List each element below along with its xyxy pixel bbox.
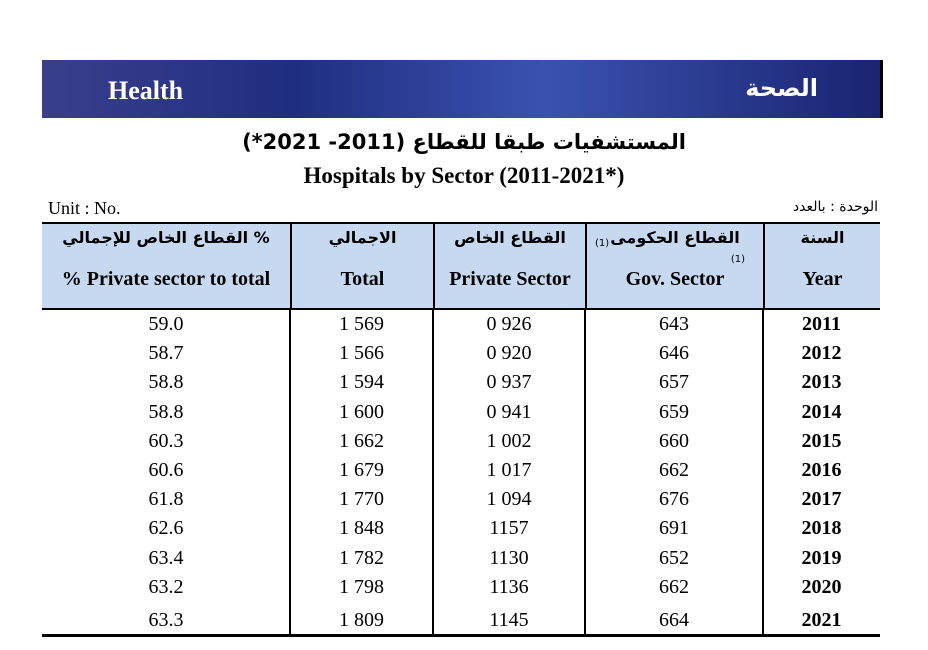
table-cell: 2014	[801, 400, 842, 423]
table-cell: 1 569	[339, 313, 384, 335]
table-cell: 2018	[801, 517, 842, 540]
table-cell: 2015	[801, 429, 842, 452]
table-cell: 2013	[801, 371, 842, 394]
table-cell: 58.8	[148, 400, 184, 423]
table-cell: 1 566	[339, 342, 384, 365]
section-title-ar: الصحة	[745, 74, 818, 102]
column-header: % Private sector to total	[61, 268, 271, 290]
table-cell: 59.0	[148, 313, 184, 335]
header-cell: السنة Year	[763, 224, 880, 308]
table-cell: 0 937	[486, 371, 532, 394]
table-cell: 61.8	[148, 488, 184, 511]
table-title-ar: المستشفيات طبقا للقطاع (2011- 2021*)	[242, 130, 686, 154]
column-header: Private Sector	[449, 268, 571, 290]
table-cell: 60.3	[148, 429, 184, 452]
footnote-marker: (1)	[730, 254, 745, 265]
table-cell: 1 662	[339, 429, 384, 452]
table-cell: 1 798	[339, 575, 384, 598]
table-cell: 0 926	[486, 313, 532, 335]
table-cell: 2019	[801, 546, 842, 569]
table-cell: 2011	[802, 313, 841, 335]
table-cell: 1 848	[339, 517, 384, 540]
table-cell: 1 679	[339, 459, 384, 481]
table-cell: 1157	[489, 517, 529, 540]
table-cell: 2017	[801, 488, 842, 511]
table-cell: 659	[659, 400, 689, 423]
column-divider	[762, 308, 764, 634]
column-divider	[432, 308, 434, 634]
table-cell: 662	[659, 575, 689, 598]
table-cell: 1 782	[339, 546, 384, 569]
table-cell: 1 002	[486, 429, 532, 452]
table-cell: 2012	[801, 342, 842, 365]
header-cell: % القطاع الخاص للإجمالي % Private sector …	[42, 224, 290, 308]
table-cell: 643	[659, 313, 689, 335]
table-cell: 660	[659, 429, 689, 452]
table-cell: 657	[659, 371, 689, 394]
column-divider	[584, 308, 586, 634]
footnote-marker: (1)	[595, 238, 610, 249]
header-cell: القطاع الخاص Private Sector	[433, 224, 585, 308]
table-cell: 58.7	[148, 342, 184, 365]
column-header-ar: القطاع الحكومى	[610, 228, 740, 247]
table-cell: 1 770	[339, 488, 384, 511]
table-cell: 664	[659, 609, 689, 631]
table-cell: 0 920	[486, 342, 532, 365]
table-cell: 691	[659, 517, 689, 540]
table-body: 59.0 1 569 0 926 643 2011 58.7 1 566 0 920 646 20…	[42, 308, 880, 637]
table-cell: 60.6	[148, 459, 184, 481]
column-header: Year	[802, 268, 843, 290]
column-header-ar: الاجمالي	[328, 228, 397, 247]
section-title: Health	[108, 76, 184, 105]
column-header-ar: % القطاع الخاص للإجمالي	[62, 228, 270, 247]
table-cell: 1 600	[339, 400, 384, 423]
table-title: Hospitals by Sector (2011-2021*)	[303, 163, 625, 188]
column-header: Total	[340, 268, 385, 290]
table-cell: 63.2	[148, 575, 184, 598]
table-cell: 63.4	[148, 546, 184, 569]
table-cell: 662	[659, 459, 689, 481]
table-cell: 2020	[801, 575, 842, 598]
table-cell: 58.8	[148, 371, 184, 394]
column-header-ar: السنة	[800, 228, 845, 247]
table-cell: 1 809	[339, 609, 384, 631]
unit: Unit : No.	[48, 198, 121, 218]
header-cell: الاجمالي Total	[290, 224, 433, 308]
table-cell: 646	[659, 342, 689, 365]
table-cell: 1 594	[339, 371, 384, 394]
table-cell: 0 941	[486, 400, 532, 423]
table-cell: 62.6	[148, 517, 184, 540]
banner: Health الصحة	[42, 60, 883, 118]
table-cell: 652	[659, 546, 689, 569]
table-cell: 63.3	[148, 609, 184, 631]
table-cell: 1 094	[486, 488, 532, 511]
column-header-ar: القطاع الخاص	[454, 228, 566, 247]
header-cell: القطاع الحكومى Gov. Sector (1) (1)	[585, 224, 763, 308]
table-cell: 1 017	[486, 459, 532, 481]
column-divider	[289, 308, 291, 634]
table-cell: 676	[659, 488, 689, 511]
table-cell: 1130	[489, 546, 529, 569]
table-cell: 1136	[489, 575, 529, 598]
unit-ar: الوحدة : بالعدد	[792, 199, 878, 215]
column-header: Gov. Sector	[625, 268, 725, 290]
table-header: % القطاع الخاص للإجمالي % Private sector …	[42, 222, 880, 310]
table-cell: 2016	[801, 459, 842, 481]
table-cell: 2021	[801, 609, 842, 631]
table-cell: 1145	[489, 609, 529, 631]
